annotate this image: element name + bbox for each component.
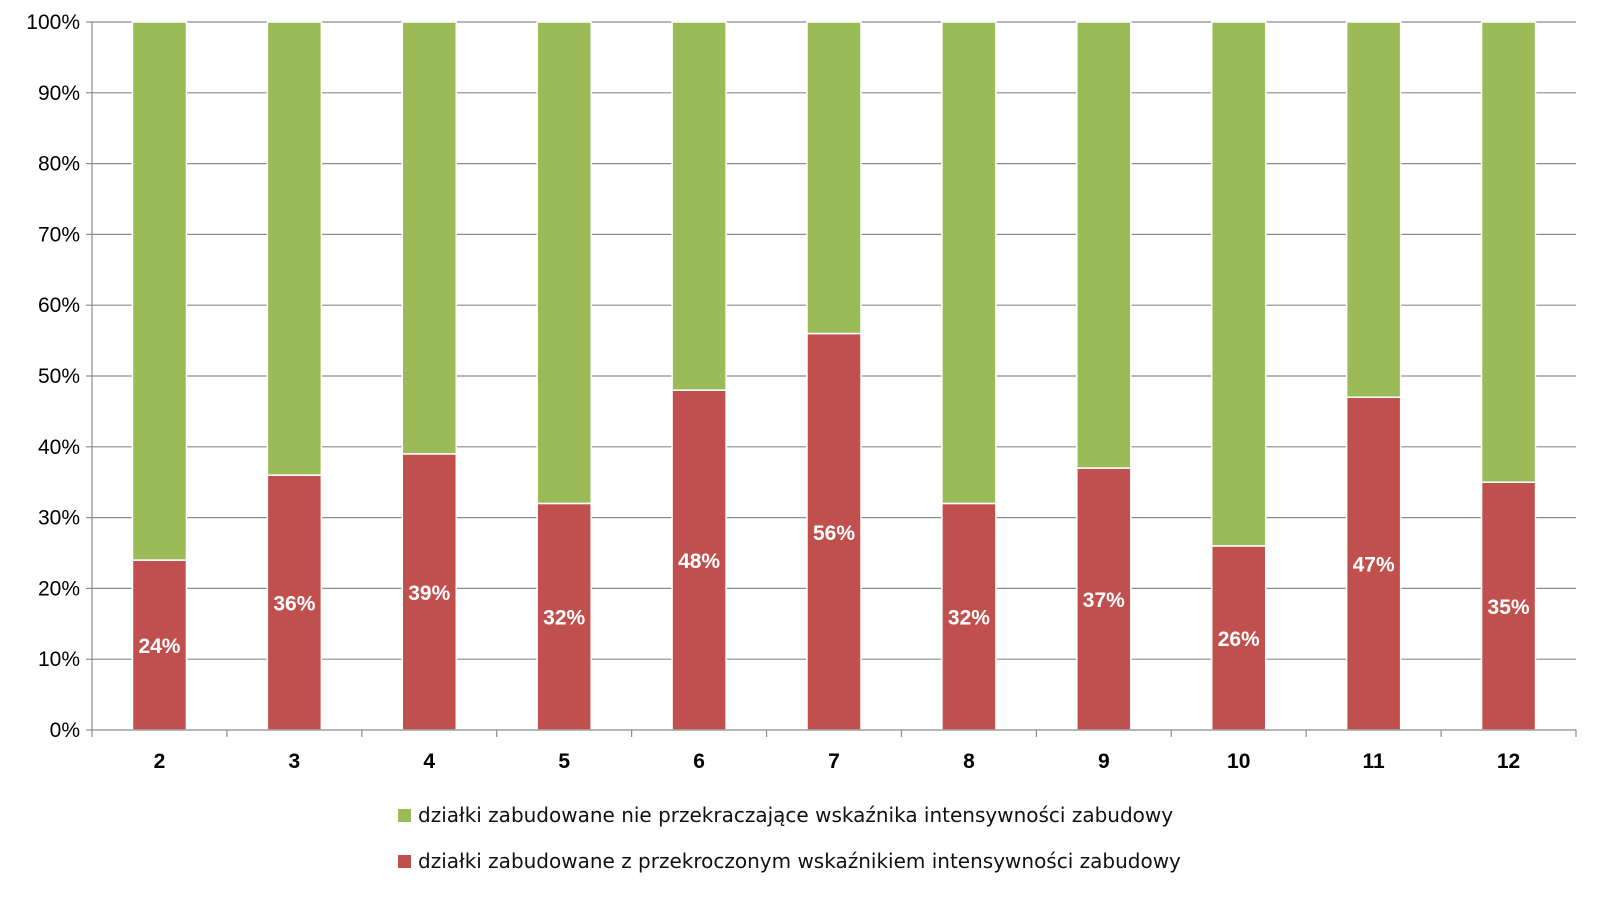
x-tick-label: 2 bbox=[154, 750, 166, 773]
bar-segment bbox=[401, 21, 458, 455]
legend-swatch bbox=[398, 855, 411, 868]
bar-segment bbox=[941, 21, 997, 505]
data-label: 37% bbox=[1083, 589, 1125, 612]
legend-label: działki zabudowane z przekroczonym wskaź… bbox=[418, 849, 1181, 873]
data-label: 26% bbox=[1218, 628, 1260, 651]
bar-segment bbox=[401, 453, 458, 731]
data-label: 47% bbox=[1353, 554, 1395, 577]
x-tick-label: 5 bbox=[558, 750, 570, 773]
bar-segment bbox=[671, 389, 727, 731]
x-tick-label: 6 bbox=[693, 750, 705, 773]
bar-segment bbox=[266, 21, 323, 476]
x-tick-label: 10 bbox=[1227, 750, 1250, 773]
y-tick-label: 80% bbox=[38, 153, 80, 176]
x-tick-label: 12 bbox=[1497, 750, 1520, 773]
bar-segment bbox=[1345, 21, 1402, 398]
y-tick-label: 50% bbox=[38, 365, 80, 388]
y-tick-label: 40% bbox=[38, 436, 80, 459]
legend-item: działki zabudowane nie przekraczające ws… bbox=[398, 803, 1173, 827]
bar-segment bbox=[1210, 545, 1267, 731]
y-tick-label: 10% bbox=[38, 648, 80, 671]
y-tick-label: 90% bbox=[38, 82, 80, 105]
legend: działki zabudowane nie przekraczające ws… bbox=[398, 803, 1181, 873]
bar-segment bbox=[1345, 396, 1402, 731]
bar-segment bbox=[806, 332, 862, 731]
axes: 0% 10% 20% 30% 40% 50% 60% 70% 80% 90% 100% 2 3 4 5 6 7 8… bbox=[26, 11, 1577, 773]
y-tick-label: 30% bbox=[38, 507, 80, 530]
data-label: 48% bbox=[678, 550, 720, 573]
bar-segment bbox=[131, 21, 188, 561]
y-tick-label: 20% bbox=[38, 577, 80, 600]
x-tick-label: 8 bbox=[963, 750, 975, 773]
data-label: 24% bbox=[138, 635, 180, 658]
legend-item: działki zabudowane z przekroczonym wskaź… bbox=[398, 849, 1181, 873]
x-tick-label: 3 bbox=[289, 750, 301, 773]
legend-swatch bbox=[398, 809, 411, 822]
bar-segment bbox=[1480, 21, 1537, 483]
legend-label: działki zabudowane nie przekraczające ws… bbox=[418, 803, 1173, 827]
x-tick-label: 11 bbox=[1363, 750, 1386, 773]
bar-segment bbox=[536, 21, 592, 505]
bar-segment bbox=[1210, 21, 1267, 547]
data-label: 35% bbox=[1488, 596, 1530, 619]
bar-segment bbox=[1076, 467, 1132, 731]
data-label: 32% bbox=[948, 607, 990, 630]
bar-segment bbox=[671, 21, 727, 391]
data-label: 36% bbox=[273, 593, 315, 616]
data-label: 32% bbox=[543, 607, 585, 630]
y-tick-label: 100% bbox=[26, 11, 80, 34]
y-tick-label: 60% bbox=[38, 294, 80, 317]
y-tick-label: 0% bbox=[50, 719, 80, 742]
bar-segment bbox=[941, 502, 997, 731]
y-tick-label: 70% bbox=[38, 223, 80, 246]
x-tick-label: 9 bbox=[1098, 750, 1110, 773]
x-tick-label: 7 bbox=[828, 750, 840, 773]
bar-segment bbox=[806, 21, 862, 335]
x-tick-label: 4 bbox=[423, 750, 435, 773]
bar-segment bbox=[1076, 21, 1132, 469]
bars: 24% 36% 39% 32% 48% 56% 32% 37% 26% 47% 35% bbox=[131, 21, 1537, 731]
bar-segment bbox=[1480, 481, 1537, 731]
data-label: 39% bbox=[408, 582, 450, 605]
data-label: 56% bbox=[813, 522, 855, 545]
